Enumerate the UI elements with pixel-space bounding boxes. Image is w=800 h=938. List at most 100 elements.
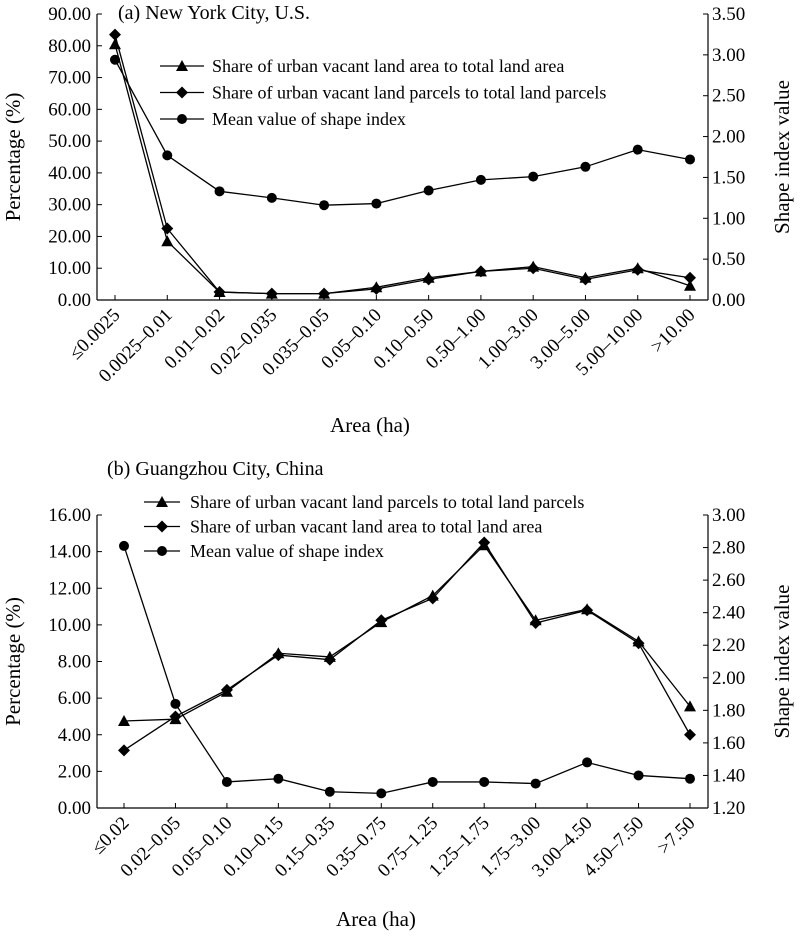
y2-axis-label: Shape index value	[770, 80, 794, 234]
left-tick-label: 30.00	[48, 195, 91, 216]
data-point-circle	[214, 186, 225, 197]
right-tick-label: 1.80	[712, 700, 745, 721]
x-axis-label: Area (ha)	[336, 907, 416, 931]
data-point-circle	[582, 757, 593, 768]
series-triangle	[118, 539, 696, 727]
data-point-triangle	[684, 700, 696, 712]
data-point-circle	[376, 788, 387, 799]
left-tick-label: 12.00	[48, 578, 91, 599]
data-point-triangle	[161, 235, 174, 247]
series-line	[114, 44, 691, 295]
legend-marker-triangle	[176, 60, 188, 71]
right-tick-label: 2.80	[712, 538, 745, 559]
data-point-circle	[633, 770, 644, 781]
legend-item: Share of urban vacant land parcels to to…	[144, 492, 584, 512]
right-tick-label: 0.50	[712, 249, 745, 270]
right-tick-label: 1.60	[712, 733, 745, 754]
data-point-circle	[528, 171, 539, 182]
data-point-circle	[266, 192, 277, 203]
y-axis-label: Percentage (%)	[1, 597, 25, 726]
right-tick-label: 1.20	[712, 798, 745, 819]
right-tick-label: 2.40	[712, 603, 745, 624]
right-tick-label: 2.50	[712, 86, 745, 107]
data-point-triangle	[118, 715, 130, 727]
data-point-diamond	[370, 282, 383, 295]
data-point-diamond	[265, 287, 278, 300]
data-point-diamond	[527, 262, 540, 275]
left-tick-label: 10.00	[48, 258, 91, 279]
data-point-triangle	[684, 279, 696, 291]
chart-title: (b) Guangzhou City, China	[107, 458, 324, 480]
data-point-circle	[119, 540, 129, 551]
data-point-diamond	[169, 710, 182, 723]
legend-label: Share of urban vacant land parcels to to…	[212, 83, 606, 103]
legend-label: Share of urban vacant land area to total…	[190, 517, 542, 537]
left-tick-label: 80.00	[48, 36, 91, 57]
left-tick-label: 0.00	[58, 798, 91, 819]
data-point-diamond	[632, 637, 645, 650]
series-line	[123, 544, 691, 722]
x-tick-label: >7.50	[654, 813, 700, 859]
right-tick-label: 3.00	[712, 45, 745, 66]
data-point-circle	[371, 198, 382, 209]
data-point-circle	[110, 54, 120, 65]
right-tick-label: 2.00	[712, 127, 745, 148]
series-circle	[119, 540, 695, 799]
legend-item: Mean value of shape index	[160, 109, 406, 129]
series-line	[123, 545, 691, 795]
legend-item: Share of urban vacant land area to total…	[144, 517, 542, 537]
left-tick-label: 16.00	[48, 505, 91, 526]
data-point-circle	[162, 150, 173, 161]
data-point-diamond	[478, 536, 491, 549]
right-tick-label: 1.00	[712, 208, 745, 229]
legend-marker-circle	[157, 546, 167, 556]
legend-marker-circle	[177, 114, 187, 124]
right-tick-label: 1.40	[712, 765, 745, 786]
data-point-circle	[475, 174, 486, 185]
data-point-diamond	[118, 744, 130, 757]
x-axis-label: Area (ha)	[330, 413, 410, 437]
legend-marker-triangle	[156, 496, 168, 507]
right-tick-label: 2.60	[712, 570, 745, 591]
x-tick-label: ≤0.02	[88, 813, 134, 859]
data-point-circle	[632, 144, 643, 155]
chart-panel-a: 0.00 10.00 20.00 30.00 40.00 50.00 60.00 70.00 8…	[1, 2, 794, 437]
data-point-circle	[423, 185, 434, 196]
data-point-diamond	[579, 273, 592, 286]
data-point-circle	[319, 200, 330, 211]
data-point-circle	[580, 161, 591, 172]
left-tick-label: 10.00	[48, 615, 91, 636]
legend-marker-diamond	[156, 520, 168, 533]
series-diamond	[109, 28, 696, 300]
left-tick-label: 6.00	[58, 688, 91, 709]
left-tick-label: 70.00	[48, 68, 91, 89]
data-point-diamond	[426, 592, 439, 605]
data-point-diamond	[220, 683, 233, 696]
legend-item: Share of urban vacant land area to total…	[160, 56, 564, 76]
x-tick-label: >10.00	[647, 305, 700, 358]
data-point-diamond	[529, 617, 542, 630]
legend-item: Share of urban vacant land parcels to to…	[160, 83, 606, 103]
series-line	[123, 541, 691, 751]
y-axis-label: Percentage (%)	[1, 93, 25, 222]
series-diamond	[118, 536, 696, 757]
right-tick-label: 3.50	[712, 4, 745, 25]
data-point-diamond	[213, 286, 226, 299]
data-point-circle	[685, 773, 695, 784]
legend-label: Share of urban vacant land area to total…	[212, 56, 564, 76]
right-tick-label: 2.00	[712, 668, 745, 689]
data-point-diamond	[272, 649, 285, 662]
legend-label: Mean value of shape index	[212, 109, 406, 129]
data-point-diamond	[474, 265, 487, 278]
data-point-diamond	[684, 271, 696, 284]
data-point-circle	[170, 698, 181, 709]
left-tick-label: 90.00	[48, 4, 91, 25]
data-point-diamond	[323, 653, 336, 666]
left-tick-label: 50.00	[48, 131, 91, 152]
data-point-diamond	[684, 728, 696, 741]
data-point-circle	[530, 778, 541, 789]
left-tick-label: 8.00	[58, 652, 91, 673]
data-point-diamond	[422, 273, 435, 286]
data-point-diamond	[581, 604, 594, 617]
